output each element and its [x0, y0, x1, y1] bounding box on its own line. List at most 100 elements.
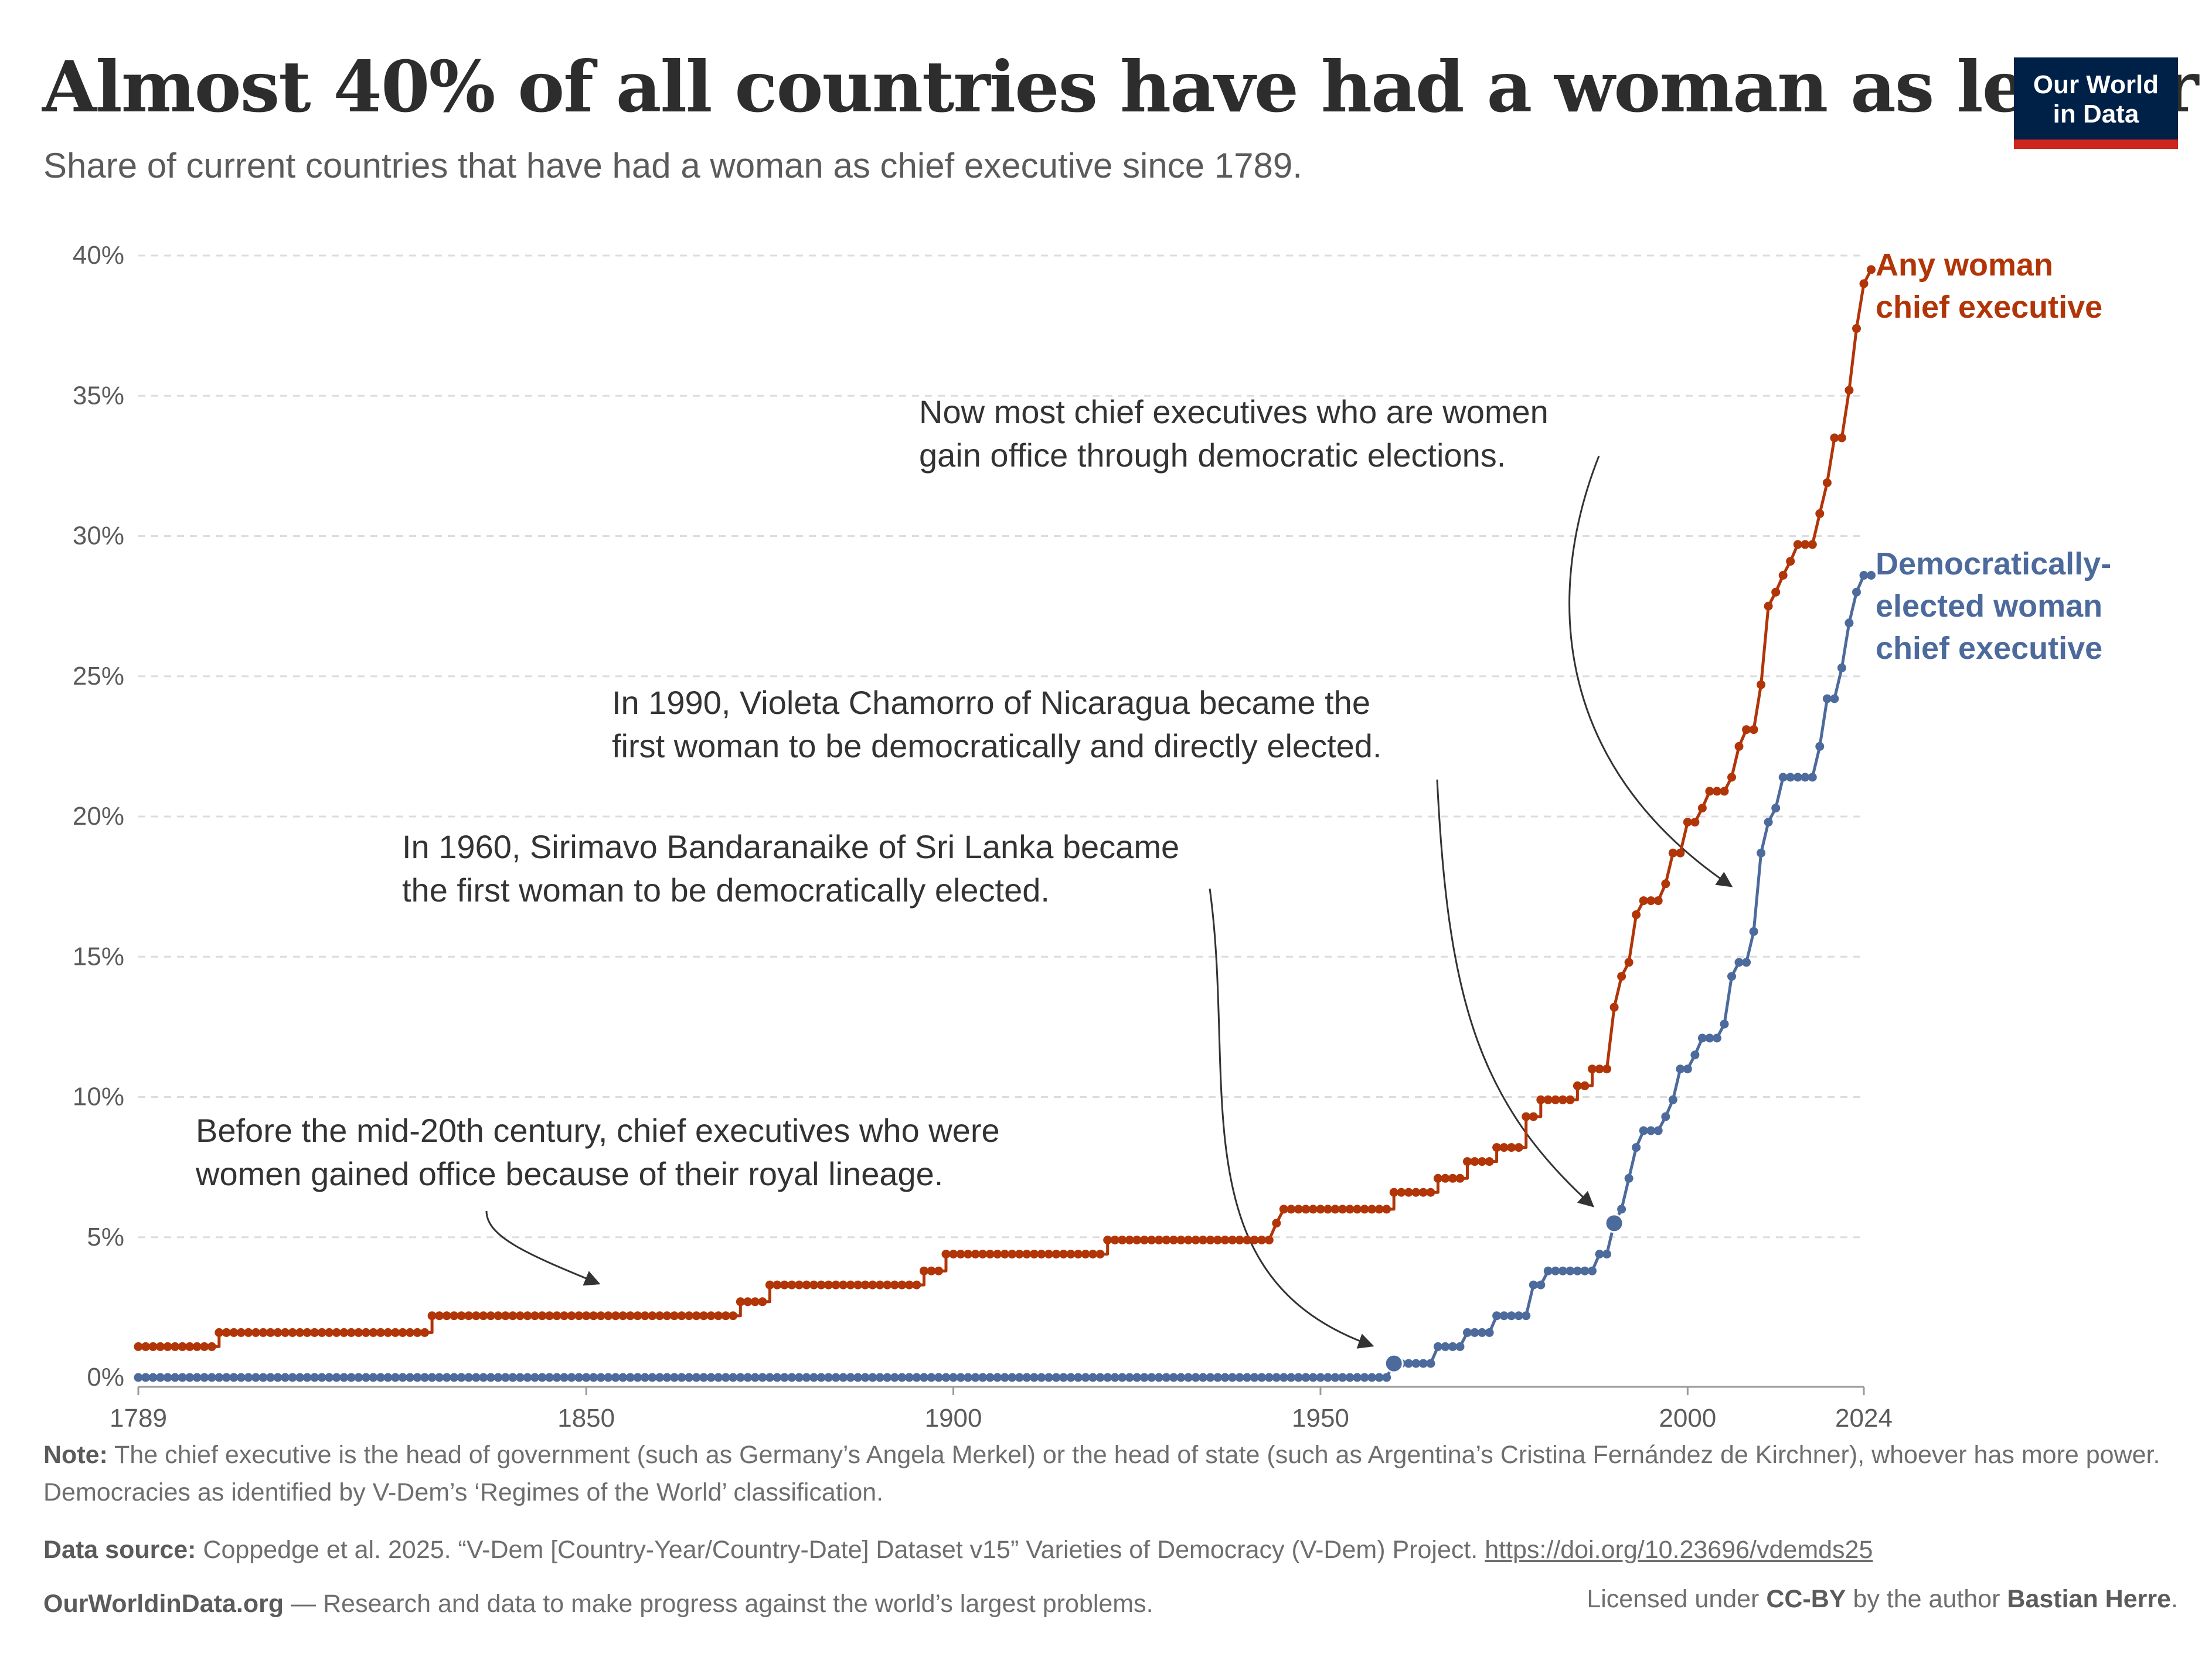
data-point[interactable]	[1235, 1373, 1244, 1382]
data-point[interactable]	[1411, 1359, 1421, 1368]
data-point[interactable]	[662, 1373, 672, 1382]
data-point[interactable]	[156, 1342, 165, 1351]
data-point[interactable]	[1551, 1095, 1560, 1104]
data-point[interactable]	[1712, 1033, 1721, 1043]
data-point[interactable]	[295, 1328, 305, 1337]
data-point[interactable]	[875, 1280, 884, 1290]
data-point[interactable]	[1176, 1373, 1186, 1382]
data-point[interactable]	[567, 1373, 576, 1382]
data-point[interactable]	[1852, 324, 1861, 333]
data-point[interactable]	[604, 1373, 613, 1382]
data-point[interactable]	[1801, 773, 1810, 782]
data-point[interactable]	[302, 1373, 312, 1382]
data-point[interactable]	[200, 1373, 209, 1382]
data-point[interactable]	[787, 1373, 797, 1382]
data-point[interactable]	[317, 1373, 326, 1382]
data-point[interactable]	[839, 1373, 848, 1382]
data-point[interactable]	[1705, 787, 1714, 796]
data-point[interactable]	[332, 1328, 341, 1337]
data-point[interactable]	[633, 1373, 642, 1382]
data-point[interactable]	[670, 1373, 679, 1382]
data-point[interactable]	[1308, 1373, 1318, 1382]
data-point[interactable]	[1697, 804, 1707, 813]
data-point[interactable]	[1609, 1002, 1619, 1012]
highlight-point[interactable]	[1384, 1353, 1404, 1373]
data-point[interactable]	[501, 1373, 510, 1382]
data-point[interactable]	[1132, 1236, 1142, 1244]
data-point[interactable]	[1566, 1095, 1575, 1104]
data-point[interactable]	[904, 1373, 914, 1382]
data-point[interactable]	[1184, 1236, 1193, 1244]
data-point[interactable]	[1029, 1250, 1039, 1258]
data-point[interactable]	[729, 1373, 738, 1382]
data-point[interactable]	[1008, 1373, 1017, 1382]
data-point[interactable]	[581, 1311, 591, 1321]
data-point[interactable]	[1558, 1095, 1567, 1104]
data-point[interactable]	[1815, 741, 1825, 751]
data-point[interactable]	[523, 1311, 532, 1321]
data-point[interactable]	[156, 1373, 165, 1382]
data-point[interactable]	[1199, 1373, 1207, 1382]
data-point[interactable]	[1301, 1205, 1311, 1214]
data-point[interactable]	[1000, 1373, 1009, 1382]
data-point[interactable]	[611, 1311, 620, 1321]
data-point[interactable]	[369, 1328, 378, 1337]
data-point[interactable]	[1683, 1064, 1692, 1074]
data-point[interactable]	[765, 1280, 774, 1290]
data-point[interactable]	[1624, 1173, 1634, 1183]
data-point[interactable]	[802, 1373, 811, 1382]
data-point[interactable]	[1455, 1342, 1465, 1351]
data-point[interactable]	[1110, 1373, 1119, 1382]
data-point[interactable]	[596, 1311, 605, 1321]
data-point[interactable]	[185, 1342, 195, 1351]
data-point[interactable]	[1206, 1373, 1215, 1382]
data-point[interactable]	[317, 1328, 326, 1337]
data-point[interactable]	[1742, 958, 1751, 967]
data-point[interactable]	[1228, 1236, 1237, 1244]
data-point[interactable]	[1074, 1250, 1083, 1258]
data-point[interactable]	[244, 1328, 253, 1337]
data-point[interactable]	[1580, 1081, 1590, 1090]
data-point[interactable]	[537, 1311, 547, 1321]
data-point[interactable]	[376, 1373, 385, 1382]
data-point[interactable]	[134, 1342, 143, 1351]
data-point[interactable]	[1734, 741, 1744, 751]
data-point[interactable]	[1022, 1373, 1032, 1382]
data-point[interactable]	[912, 1373, 921, 1382]
data-point[interactable]	[494, 1311, 503, 1321]
data-point[interactable]	[207, 1342, 216, 1351]
data-point[interactable]	[302, 1328, 312, 1337]
data-point[interactable]	[1801, 540, 1810, 549]
data-point[interactable]	[1132, 1373, 1142, 1382]
data-point[interactable]	[1522, 1112, 1531, 1121]
data-point[interactable]	[1330, 1205, 1340, 1214]
data-point[interactable]	[1624, 958, 1634, 967]
data-point[interactable]	[1507, 1311, 1516, 1321]
data-point[interactable]	[625, 1311, 635, 1321]
data-point[interactable]	[494, 1373, 503, 1382]
data-point[interactable]	[1749, 725, 1758, 734]
data-point[interactable]	[1088, 1250, 1098, 1258]
data-point[interactable]	[1184, 1373, 1193, 1382]
data-point[interactable]	[1558, 1266, 1567, 1275]
data-point[interactable]	[1793, 540, 1802, 549]
data-point[interactable]	[398, 1328, 407, 1337]
data-point[interactable]	[949, 1250, 958, 1258]
data-point[interactable]	[1602, 1064, 1611, 1074]
data-point[interactable]	[545, 1311, 554, 1321]
data-point[interactable]	[1485, 1328, 1494, 1337]
data-point[interactable]	[1499, 1311, 1509, 1321]
data-point[interactable]	[406, 1373, 414, 1382]
data-point[interactable]	[860, 1373, 870, 1382]
data-point[interactable]	[479, 1373, 488, 1382]
data-point[interactable]	[281, 1328, 290, 1337]
data-point[interactable]	[1250, 1373, 1259, 1382]
data-point[interactable]	[1536, 1280, 1546, 1290]
data-point[interactable]	[346, 1373, 356, 1382]
data-point[interactable]	[1712, 787, 1721, 796]
data-point[interactable]	[640, 1373, 649, 1382]
data-point[interactable]	[574, 1311, 584, 1321]
data-point[interactable]	[354, 1328, 363, 1337]
data-point[interactable]	[486, 1373, 495, 1382]
data-point[interactable]	[222, 1328, 231, 1337]
